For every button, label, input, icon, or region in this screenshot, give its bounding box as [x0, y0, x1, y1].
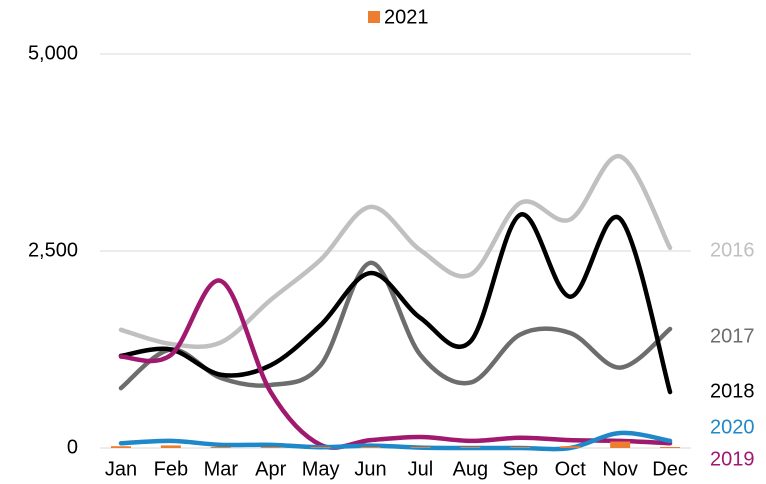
legend-swatch — [368, 11, 380, 23]
bar — [210, 447, 231, 448]
x-tick-label: May — [302, 458, 340, 480]
series-label: 2016 — [710, 239, 755, 261]
y-tick-label: 5,000 — [28, 42, 78, 64]
bar — [310, 447, 331, 448]
legend-label: 2021 — [384, 6, 429, 28]
y-tick-label: 0 — [67, 436, 78, 458]
series-label: 2020 — [710, 416, 755, 438]
x-tick-label: Jul — [408, 458, 434, 480]
series-label: 2017 — [710, 325, 755, 347]
x-tick-label: Sep — [502, 458, 538, 480]
bar — [110, 446, 131, 448]
bar — [610, 441, 631, 448]
bar — [510, 447, 531, 448]
line-series — [118, 430, 673, 452]
bar — [410, 447, 431, 448]
line-series — [118, 278, 673, 450]
x-tick-label: Mar — [204, 458, 239, 480]
series-label: 2019 — [710, 448, 755, 470]
bar — [260, 447, 281, 448]
bar — [160, 445, 181, 448]
x-tick-label: Apr — [255, 458, 286, 480]
x-tick-label: Nov — [602, 458, 638, 480]
bar — [360, 447, 381, 448]
x-tick-label: Oct — [555, 458, 587, 480]
bar — [560, 446, 581, 448]
bar — [660, 447, 681, 448]
x-tick-label: Jun — [354, 458, 386, 480]
line-series — [118, 212, 673, 395]
series-label: 2018 — [710, 380, 755, 402]
x-tick-label: Aug — [453, 458, 489, 480]
line-series — [118, 260, 673, 391]
x-tick-label: Jan — [105, 458, 137, 480]
x-tick-label: Dec — [652, 458, 688, 480]
line-series — [118, 154, 673, 349]
x-tick-label: Feb — [154, 458, 188, 480]
bar — [460, 447, 481, 448]
y-tick-label: 2,500 — [28, 239, 78, 261]
